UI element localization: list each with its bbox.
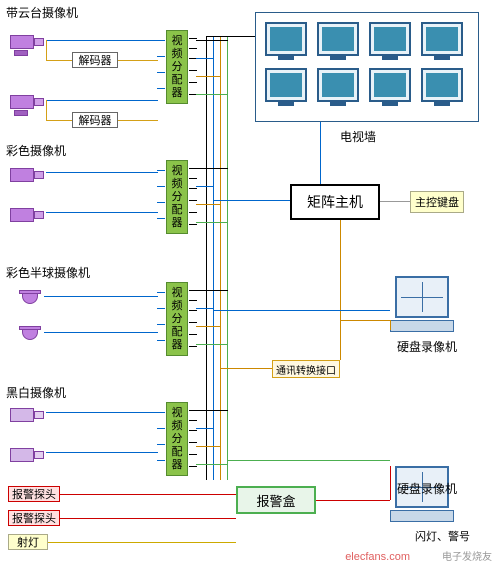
bus-line-black [206, 36, 207, 480]
bus-line-blue [213, 36, 214, 480]
tv-monitor-icon [369, 22, 411, 60]
alarm-detector-box: 报警探头 [8, 486, 60, 502]
decoder-line [46, 60, 72, 61]
label-dvr: 硬盘录像机 [397, 338, 457, 355]
cam-line [46, 172, 158, 173]
cam-line [46, 100, 158, 101]
dome-camera-icon [16, 290, 44, 312]
dist-out-line [196, 446, 221, 447]
dist-out-line [196, 344, 228, 345]
comm-interface-box: 通讯转换接口 [272, 360, 340, 378]
label-color-cam: 彩色摄像机 [6, 142, 66, 159]
dist-out-line [196, 308, 214, 309]
alarm-out-line [390, 466, 391, 500]
matrix-host-box: 矩阵主机 [290, 184, 380, 220]
dvr-line [390, 320, 391, 330]
label-dome: 彩色半球摄像机 [6, 264, 90, 281]
distributor-1: 视频分配器 [166, 30, 188, 104]
ptz-camera-icon [10, 28, 45, 56]
dvr-line [340, 320, 390, 321]
matrix-tv-line [320, 122, 321, 184]
tv-monitor-icon [369, 68, 411, 106]
dist-out-line [196, 428, 214, 429]
alarm-line [60, 494, 236, 495]
decoder-line [46, 120, 72, 121]
tv-monitor-icon [317, 22, 359, 60]
kb-line [380, 201, 410, 202]
dist-out-line [196, 168, 228, 169]
bus-line-orange [220, 36, 221, 480]
tv-monitor-icon [317, 68, 359, 106]
tv-feed-line [206, 36, 255, 37]
cam-line [44, 296, 158, 297]
dist-out-line [196, 40, 228, 41]
dist-out-line [196, 186, 214, 187]
keyboard-box: 主控键盘 [410, 191, 464, 213]
label-tv-wall: 电视墙 [340, 128, 376, 145]
dist-out-line [196, 94, 228, 95]
dome-camera-icon [16, 326, 44, 348]
distributor-3: 视频分配器 [166, 282, 188, 356]
spotlight-box: 射灯 [8, 534, 48, 550]
color-camera-icon [10, 165, 45, 185]
decoder-box: 解码器 [72, 52, 118, 68]
dvr-icon [395, 276, 455, 324]
cam-line [44, 332, 158, 333]
alarm-out-line [316, 500, 390, 501]
comm-line [220, 368, 272, 369]
dist-out-line [196, 410, 228, 411]
tv-monitor-icon [265, 22, 307, 60]
dist-out-line [196, 290, 228, 291]
color-camera-icon [10, 205, 45, 225]
tv-monitor-icon [421, 22, 463, 60]
dvr1-line [213, 310, 390, 311]
decoder-line [118, 60, 158, 61]
watermark-cn: 电子发烧友 [442, 548, 492, 563]
cam-line [46, 452, 158, 453]
dvr2-line [227, 460, 390, 461]
decoder-box: 解码器 [72, 112, 118, 128]
cam-line [46, 212, 158, 213]
watermark-elecfans: elecfans.com [345, 551, 410, 563]
light-line [48, 542, 236, 543]
label-ptz: 带云台摄像机 [6, 4, 78, 21]
dist-out-line [196, 326, 221, 327]
tv-monitor-icon [265, 68, 307, 106]
bus-line-green [227, 36, 228, 480]
distributor-2: 视频分配器 [166, 160, 188, 234]
comm-line [340, 220, 341, 360]
alarm-line [60, 518, 236, 519]
distributor-4: 视频分配器 [166, 402, 188, 476]
decoder-line [118, 120, 158, 121]
bw-camera-icon [10, 445, 45, 465]
dist-out-line [196, 204, 221, 205]
dist-out-line [196, 76, 221, 77]
label-bw-cam: 黑白摄像机 [6, 384, 66, 401]
cam-line [46, 40, 158, 41]
ptz-camera-icon [10, 88, 45, 116]
label-flash-siren: 闪灯、警号 [415, 528, 470, 544]
decoder-line [46, 100, 47, 120]
decoder-line [46, 40, 47, 60]
dist-out-line [196, 222, 228, 223]
surveillance-diagram: 带云台摄像机 彩色摄像机 彩色半球摄像机 黑白摄像机 解码器 解码器 报警探头 … [0, 0, 500, 568]
cam-line [46, 412, 158, 413]
alarm-detector-box: 报警探头 [8, 510, 60, 526]
dist-out-line [196, 464, 228, 465]
matrix-line [213, 200, 290, 201]
bw-camera-icon [10, 405, 45, 425]
tv-monitor-icon [421, 68, 463, 106]
label-dvr: 硬盘录像机 [397, 480, 457, 497]
alarm-box: 报警盒 [236, 486, 316, 514]
tv-wall [265, 22, 463, 106]
dist-out-line [196, 58, 214, 59]
